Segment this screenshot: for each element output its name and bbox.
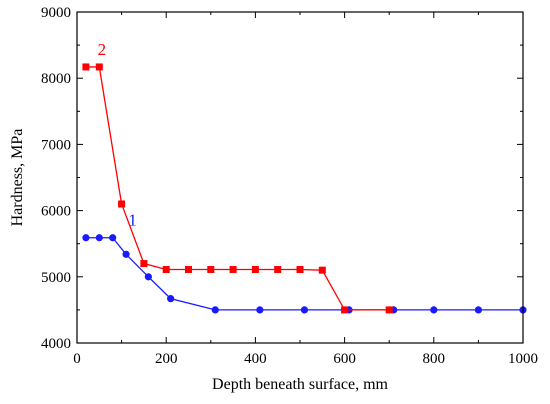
y-tick-label: 6000 [41, 204, 71, 220]
series-1-point [82, 234, 90, 242]
y-tick-label: 4000 [41, 336, 71, 352]
series-1-point [211, 306, 219, 314]
x-tick-label: 800 [423, 351, 446, 367]
series-2-point [274, 266, 282, 274]
y-axis-label: Hardness, MPa [9, 129, 26, 227]
series-2-point [140, 260, 148, 268]
x-tick-label: 600 [333, 351, 356, 367]
x-tick-label: 0 [73, 351, 81, 367]
series-layer [82, 63, 527, 314]
series-2-point [118, 200, 126, 208]
series-1-tag: 1 [128, 211, 137, 230]
series-1-point [474, 306, 482, 314]
y-tick-label: 7000 [41, 137, 71, 153]
x-tick-label: 400 [244, 351, 267, 367]
series-1-point [122, 250, 130, 258]
series-1-point [144, 273, 152, 281]
series-1-line [85, 237, 523, 311]
series-2-line [85, 66, 390, 311]
series-1-point [256, 306, 264, 314]
series-2-point [385, 306, 393, 314]
series-2-point [207, 266, 215, 274]
series-1-point [167, 295, 175, 303]
y-tick-label: 9000 [41, 5, 71, 21]
series-2-point [296, 266, 304, 274]
series-2-point [341, 306, 349, 314]
y-tick-label: 8000 [41, 71, 71, 87]
series-2-point [251, 266, 259, 274]
series-2-point [185, 266, 192, 274]
series-2-point [229, 266, 237, 274]
series-1-point [109, 234, 117, 242]
y-tick-label: 5000 [41, 270, 71, 286]
x-tick-label: 200 [155, 351, 178, 367]
series-1-point [430, 306, 438, 314]
series-2-tag: 2 [98, 40, 107, 59]
x-axis-label: Depth beneath surface, mm [212, 376, 388, 393]
series-2-point [162, 266, 170, 274]
x-tick-label: 1000 [508, 351, 538, 367]
series-2-point [318, 266, 326, 274]
series-2-point [95, 63, 103, 71]
series-1-point [300, 306, 309, 314]
plot-frame [76, 11, 524, 344]
ticks-layer: 0 200 400 600 800 1000 4000 5000 6000 7000 8000 900… [41, 5, 538, 367]
series-2-point [82, 63, 90, 71]
series-1-point [95, 234, 103, 242]
